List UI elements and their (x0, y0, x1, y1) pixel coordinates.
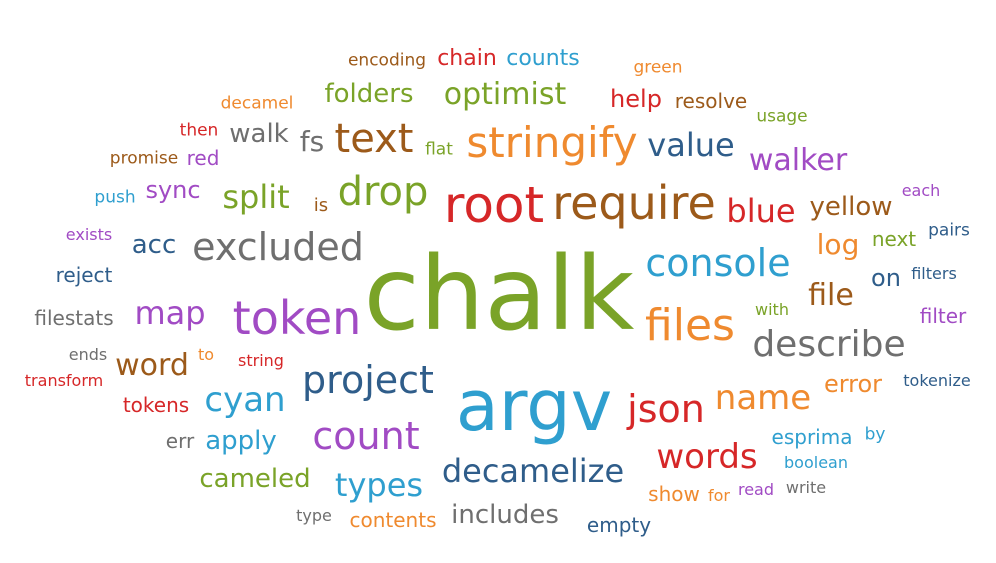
word-filestats: filestats (34, 306, 114, 330)
word-filter: filter (919, 304, 967, 328)
word-file: file (808, 278, 854, 313)
word-is: is (313, 195, 329, 216)
word-green: green (633, 57, 683, 78)
word-token: token (232, 291, 362, 345)
word-esprima: esprima (771, 425, 853, 449)
word-error: error (823, 370, 883, 398)
word-each: each (901, 181, 941, 200)
word-value: value (647, 126, 735, 164)
word-tokenize: tokenize (903, 371, 971, 390)
word-count: count (312, 414, 420, 458)
word-files: files (645, 300, 735, 351)
word-read: read (737, 480, 775, 499)
word-help: help (610, 85, 662, 113)
word-stringify: stringify (466, 118, 638, 167)
word-flat: flat (425, 139, 453, 160)
word-acc: acc (131, 230, 177, 260)
word-words: words (656, 437, 758, 477)
word-chalk: chalk (363, 235, 635, 354)
word-includes: includes (451, 500, 559, 530)
word-with: with (755, 300, 789, 319)
word-chain: chain (437, 46, 497, 71)
word-for: for (708, 486, 730, 505)
word-contents: contents (349, 508, 437, 532)
word-empty: empty (586, 513, 652, 537)
word-decamelize: decamelize (441, 452, 625, 490)
word-word: word (115, 348, 189, 383)
word-resolve: resolve (674, 89, 748, 113)
word-fs: fs (299, 125, 325, 158)
word-optimist: optimist (443, 77, 567, 112)
word-boolean: boolean (784, 453, 848, 472)
word-decamel: decamel (220, 93, 294, 114)
word-map: map (134, 294, 206, 332)
word-sync: sync (145, 176, 201, 204)
word-ends: ends (68, 345, 108, 364)
word-project: project (302, 358, 434, 402)
word-tokens: tokens (122, 393, 190, 417)
word-usage: usage (756, 106, 808, 127)
word-json: json (627, 387, 705, 431)
word-transform: transform (24, 371, 104, 390)
word-console: console (645, 241, 791, 285)
word-err: err (165, 429, 195, 453)
word-show: show (648, 482, 700, 506)
word-pairs: pairs (928, 220, 970, 241)
word-walker: walker (748, 143, 848, 178)
word-name: name (714, 378, 812, 418)
word-argv: argv (455, 365, 613, 447)
word-promise: promise (109, 148, 179, 169)
word-types: types (334, 466, 424, 504)
word-reject: reject (55, 263, 113, 287)
word-by: by (864, 424, 886, 445)
word-yellow: yellow (809, 192, 893, 222)
word-type: type (296, 506, 332, 525)
word-next: next (871, 227, 917, 251)
word-split: split (222, 178, 290, 216)
word-encoding: encoding (347, 50, 427, 71)
word-apply: apply (205, 426, 277, 456)
word-cyan: cyan (204, 380, 286, 420)
word-red: red (186, 146, 220, 170)
word-log: log (816, 228, 860, 261)
word-filters: filters (911, 264, 957, 283)
word-describe: describe (752, 324, 906, 365)
word-exists: exists (65, 225, 113, 244)
word-root: root (443, 176, 545, 234)
word-blue: blue (726, 192, 796, 230)
word-string: string (238, 351, 284, 370)
word-push: push (94, 187, 136, 208)
word-excluded: excluded (192, 225, 364, 269)
word-to: to (197, 345, 215, 364)
word-walk: walk (229, 119, 289, 149)
word-drop: drop (337, 169, 429, 215)
word-text: text (334, 116, 414, 162)
word-cameled: cameled (199, 464, 311, 494)
word-counts: counts (506, 46, 580, 71)
word-require: require (552, 176, 716, 230)
word-then: then (179, 120, 219, 141)
word-write: write (785, 478, 827, 497)
word-folders: folders (324, 79, 414, 109)
word-on: on (871, 264, 901, 292)
